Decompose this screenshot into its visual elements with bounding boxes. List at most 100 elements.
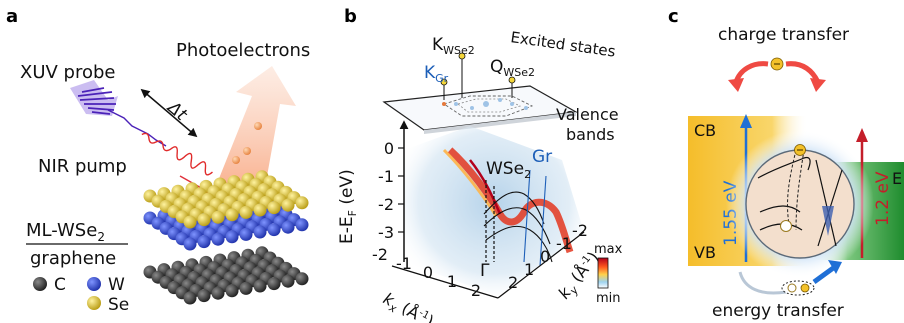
- carbon-atom-icon: [33, 277, 47, 291]
- kx-axis-label: kx (Å-1): [379, 289, 437, 323]
- ky-tick-label: -1: [556, 234, 572, 253]
- intensity-colorbar: [597, 257, 609, 289]
- kx-tick-label: -1: [396, 254, 412, 273]
- atom: [253, 225, 267, 239]
- atom: [239, 281, 253, 295]
- kx-axis-line: [391, 265, 499, 299]
- energy-axis-label: E-EF (eV): [337, 169, 359, 244]
- energy-tick-label: -1: [378, 167, 394, 186]
- ky-axis-line: [497, 231, 585, 299]
- ky-tick-label: -2: [572, 221, 588, 240]
- atom: [211, 286, 225, 300]
- tungsten-atom-icon: [87, 277, 101, 291]
- valence-label: Valence: [556, 105, 619, 124]
- cb-label: CB: [694, 121, 716, 140]
- kx-tick-label: -2: [372, 245, 388, 264]
- xuv-probe-label: XUV probe: [20, 62, 115, 83]
- wse2-se-layer: [143, 170, 309, 229]
- k-gr-marker: [440, 78, 448, 86]
- stack-bottom-label: graphene: [30, 248, 116, 269]
- ky-tick-label: 2: [508, 273, 518, 292]
- photoelectron-particle: [243, 147, 251, 155]
- graphene-layer: [143, 246, 309, 305]
- atom: [197, 213, 211, 227]
- legend-se: Se: [108, 295, 129, 315]
- energy-tick-label: -2: [378, 195, 394, 214]
- energy-tick-label: 0: [384, 139, 394, 158]
- legend-c: C: [54, 275, 66, 295]
- photoelectrons-label: Photoelectrons: [176, 40, 310, 61]
- atom: [211, 210, 225, 224]
- energy-transfer-arrowhead: [828, 260, 842, 274]
- energy-tick-label: -3: [378, 223, 394, 242]
- delta-t-label: Δt: [162, 97, 191, 126]
- atom: [267, 201, 281, 215]
- nir-pump-label: NIR pump: [38, 156, 127, 177]
- k-gr-label: KGr: [424, 63, 449, 85]
- right-gap-label: 1.2 eV: [873, 171, 893, 226]
- atom: [239, 205, 253, 219]
- hole-icon: [780, 220, 792, 232]
- k-wse2-label: KWSe2: [432, 35, 475, 57]
- atom: [211, 232, 225, 246]
- excited-state-spots: [442, 98, 528, 110]
- kx-tick-label: 0: [423, 263, 433, 282]
- wse2-band-label: WSe2: [486, 159, 531, 181]
- atom: [281, 198, 295, 212]
- excited-states-plane-edge: [424, 112, 576, 134]
- panel-b: b KWSe2 KGr QWSe2 Excited states: [337, 6, 623, 323]
- atom: [295, 218, 309, 232]
- atom: [239, 227, 253, 241]
- panel-c: c charge transfer energy transfer CB VB …: [668, 6, 904, 321]
- legend-w: W: [108, 275, 125, 295]
- photoelectron-beam-arrow: [212, 66, 296, 204]
- atom: [267, 277, 281, 291]
- atom: [253, 203, 267, 217]
- panel-label-b: b: [344, 6, 357, 27]
- panel-label-c: c: [668, 6, 679, 27]
- photoelectron-particle: [232, 156, 240, 164]
- charge-transfer-label: charge transfer: [718, 25, 849, 45]
- atom: [281, 274, 295, 288]
- colorbar-max-label: max: [594, 242, 623, 257]
- energy-transfer-label: energy transfer: [712, 301, 844, 321]
- atom-legend: C W Se: [33, 275, 129, 315]
- panel-label-a: a: [6, 6, 18, 27]
- atom: [295, 272, 309, 286]
- excited-states-label: Excited states: [509, 28, 616, 61]
- ky-axis-ticks: -2-1 012: [508, 221, 588, 292]
- selenium-atom-icon: [87, 296, 101, 310]
- delay-arrow: [140, 88, 198, 138]
- ky-tick-label: 1: [524, 260, 534, 279]
- right-band-letter: E: [892, 169, 902, 188]
- q-wse2-marker: [508, 76, 516, 84]
- k-wse2-marker: [458, 52, 466, 60]
- energy-transfer-curve: [738, 271, 787, 295]
- gr-band-label: Gr: [532, 147, 552, 167]
- xuv-wavepacket-icon: [70, 80, 167, 147]
- kx-tick-label: 2: [471, 281, 481, 300]
- atom: [281, 220, 295, 234]
- energy-transfer-arrow: [812, 263, 838, 285]
- panel-a: a XUV probe Photoelectrons Δt NIR pump M…: [6, 6, 310, 315]
- atom: [183, 215, 197, 229]
- atom: [253, 279, 267, 293]
- magnified-band-circle: [745, 149, 855, 259]
- atom: [197, 289, 211, 303]
- charge-transfer-arrowhead-left: [728, 78, 744, 92]
- atom: [197, 235, 211, 249]
- stack-top-label: ML-WSe2: [26, 220, 105, 244]
- gamma-point-label: Γ: [480, 261, 490, 281]
- bands-label: bands: [566, 125, 615, 144]
- vb-label: VB: [694, 243, 716, 262]
- energy-axis-ticks: 0 -1 -2 -3: [378, 139, 404, 242]
- charge-transfer-arrowhead-right: [810, 78, 826, 92]
- atom: [267, 223, 281, 237]
- photoelectron-particle: [254, 122, 262, 130]
- atom: [225, 284, 239, 298]
- atom: [295, 196, 309, 210]
- band-dispersion-red: [442, 147, 574, 254]
- atom: [225, 208, 239, 222]
- atom: [225, 230, 239, 244]
